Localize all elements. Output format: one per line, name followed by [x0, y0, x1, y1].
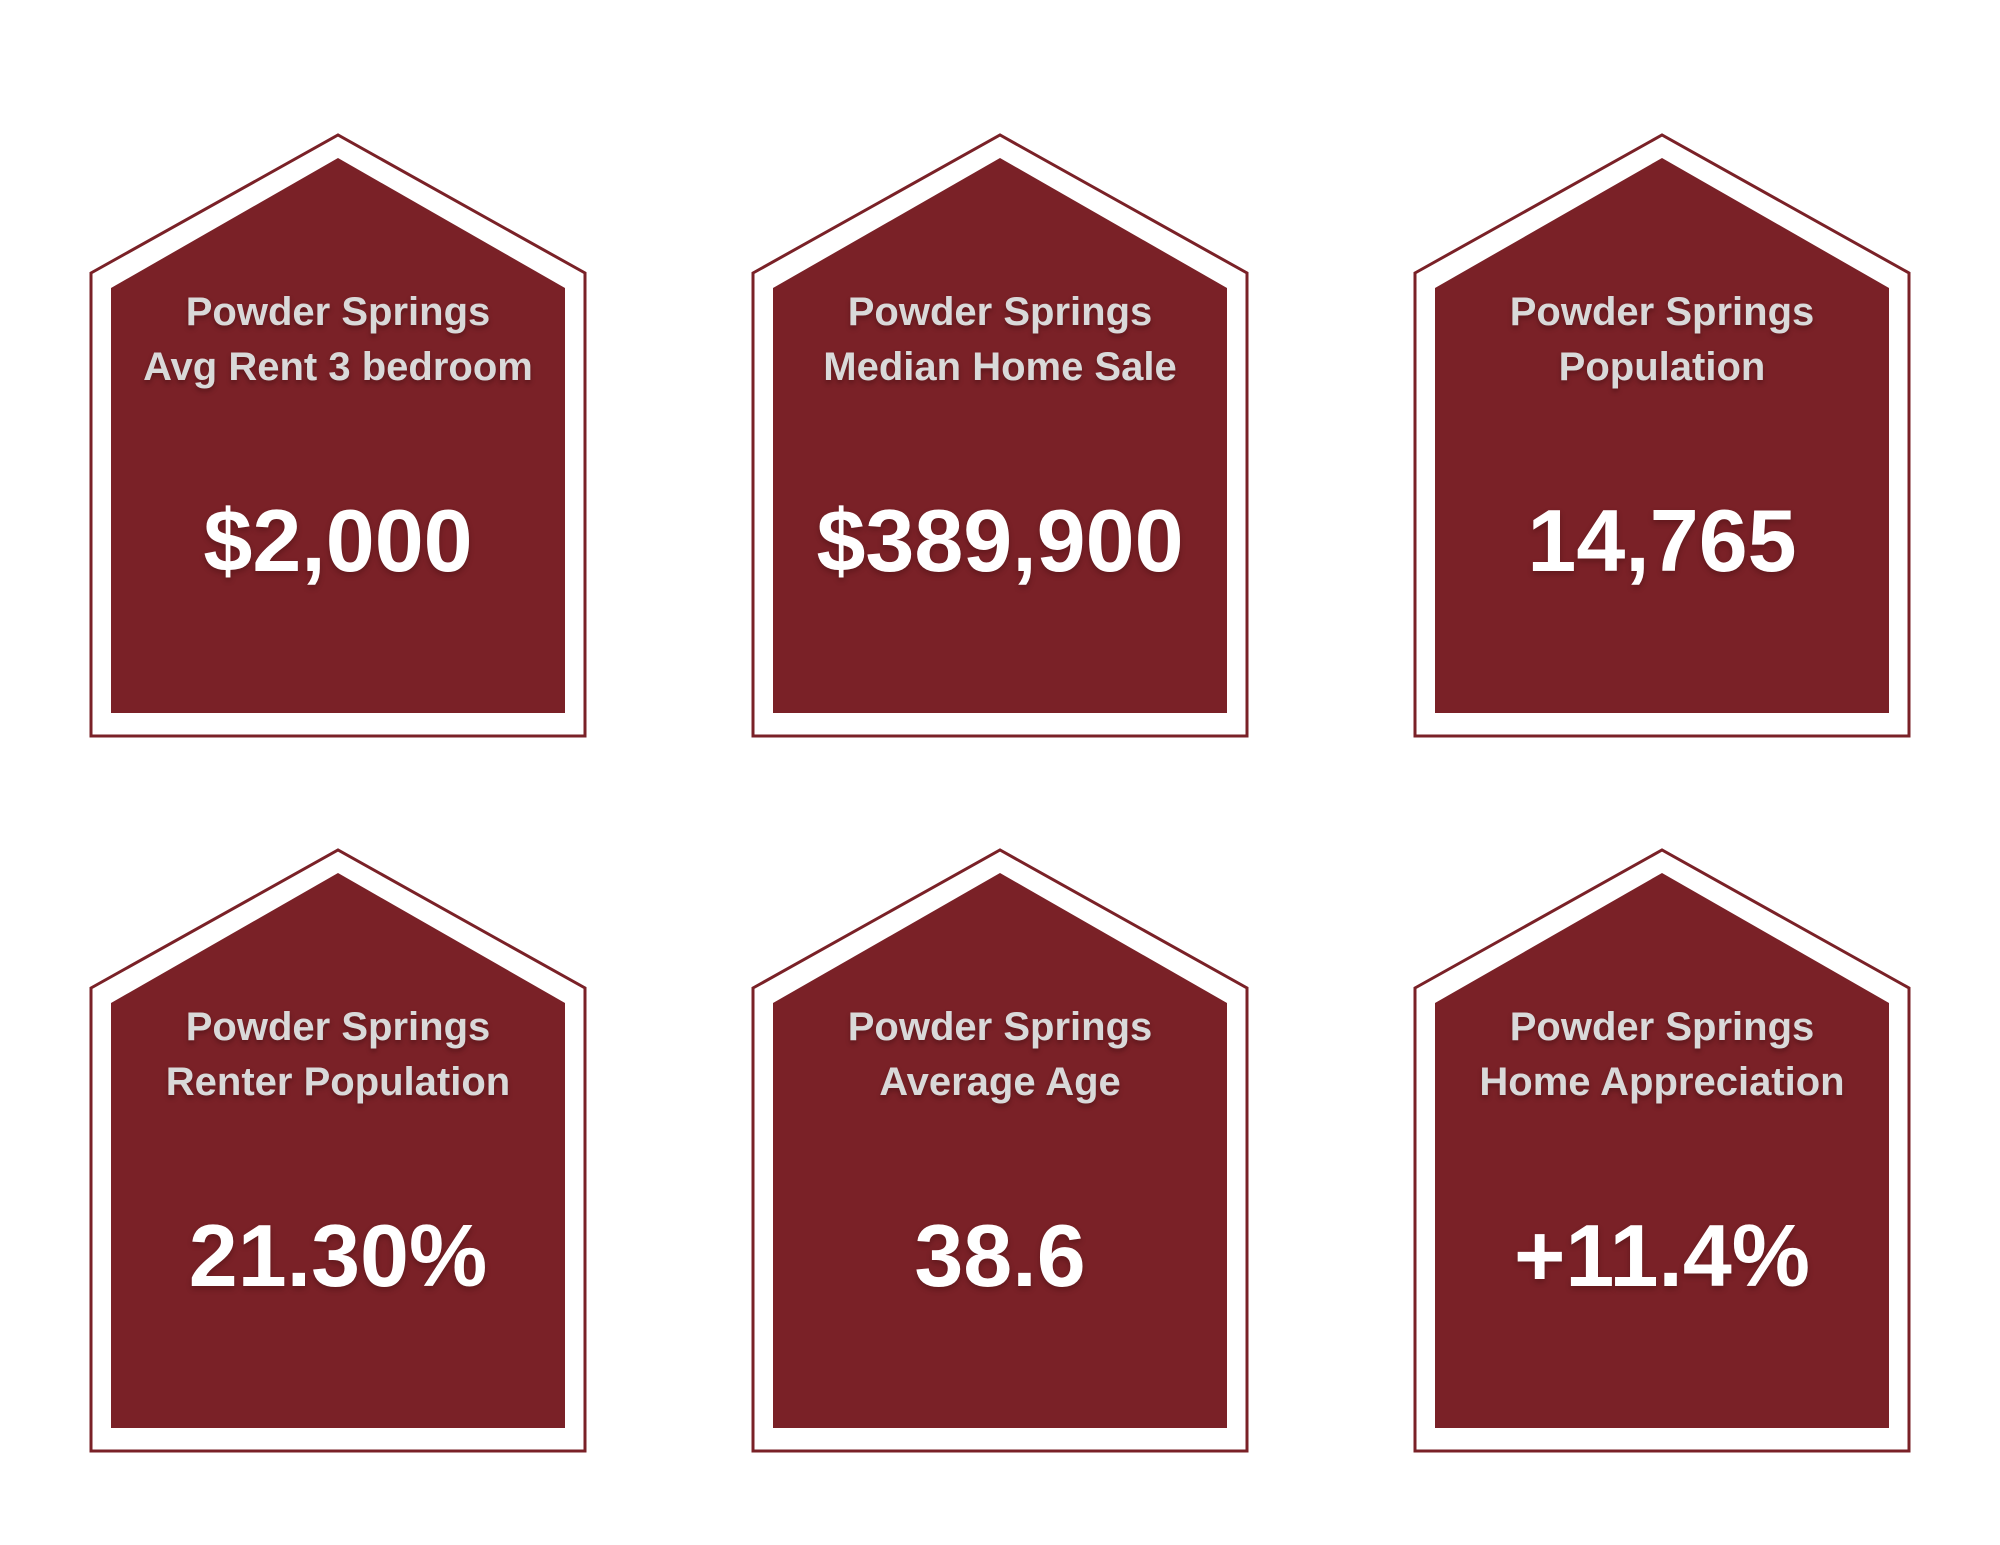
house-shape-icon [751, 848, 1249, 1453]
stat-title-line2: Avg Rent 3 bedroom [143, 345, 533, 389]
stat-card-renter-population: Powder Springs Renter Population 21.30% [89, 848, 587, 1453]
house-shape-icon [89, 848, 587, 1453]
house-shape-icon [89, 133, 587, 738]
stat-value: +11.4% [1513, 1206, 1811, 1305]
stat-value: 21.30% [188, 1206, 488, 1305]
stat-badge-grid: Powder Springs Avg Rent 3 bedroom $2,000… [89, 133, 1911, 1453]
stat-title: Powder Springs Home Appreciation [1441, 1000, 1883, 1110]
stat-title-line1: Powder Springs [847, 290, 1153, 334]
stat-card-average-age: Powder Springs Average Age 38.6 [751, 848, 1249, 1453]
stat-title: Powder Springs Population [1441, 285, 1883, 395]
stat-title-line1: Powder Springs [185, 290, 491, 334]
stat-title-line1: Powder Springs [185, 1005, 491, 1049]
stat-title-line2: Average Age [879, 1060, 1121, 1104]
stat-value: $389,900 [816, 491, 1184, 590]
house-shape-icon [751, 133, 1249, 738]
stat-title-line2: Home Appreciation [1479, 1060, 1845, 1104]
stat-title-line1: Powder Springs [1509, 290, 1815, 334]
stat-card-avg-rent: Powder Springs Avg Rent 3 bedroom $2,000 [89, 133, 587, 738]
stat-title: Powder Springs Avg Rent 3 bedroom [117, 285, 559, 395]
stat-card-home-appreciation: Powder Springs Home Appreciation +11.4% [1413, 848, 1911, 1453]
stat-value: 14,765 [1527, 491, 1797, 590]
stat-card-population: Powder Springs Population 14,765 [1413, 133, 1911, 738]
stat-title-line2: Renter Population [165, 1060, 511, 1104]
stat-value: 38.6 [914, 1206, 1086, 1305]
stat-value: $2,000 [203, 491, 473, 590]
stat-title-line1: Powder Springs [847, 1005, 1153, 1049]
stat-title-line1: Powder Springs [1509, 1005, 1815, 1049]
stat-title: Powder Springs Median Home Sale [779, 285, 1221, 395]
stat-title-line2: Median Home Sale [823, 345, 1177, 389]
house-shape-icon [1413, 848, 1911, 1453]
house-shape-icon [1413, 133, 1911, 738]
stat-title: Powder Springs Average Age [779, 1000, 1221, 1110]
stat-title-line2: Population [1558, 345, 1766, 389]
stat-title: Powder Springs Renter Population [117, 1000, 559, 1110]
stat-card-median-home-sale: Powder Springs Median Home Sale $389,900 [751, 133, 1249, 738]
